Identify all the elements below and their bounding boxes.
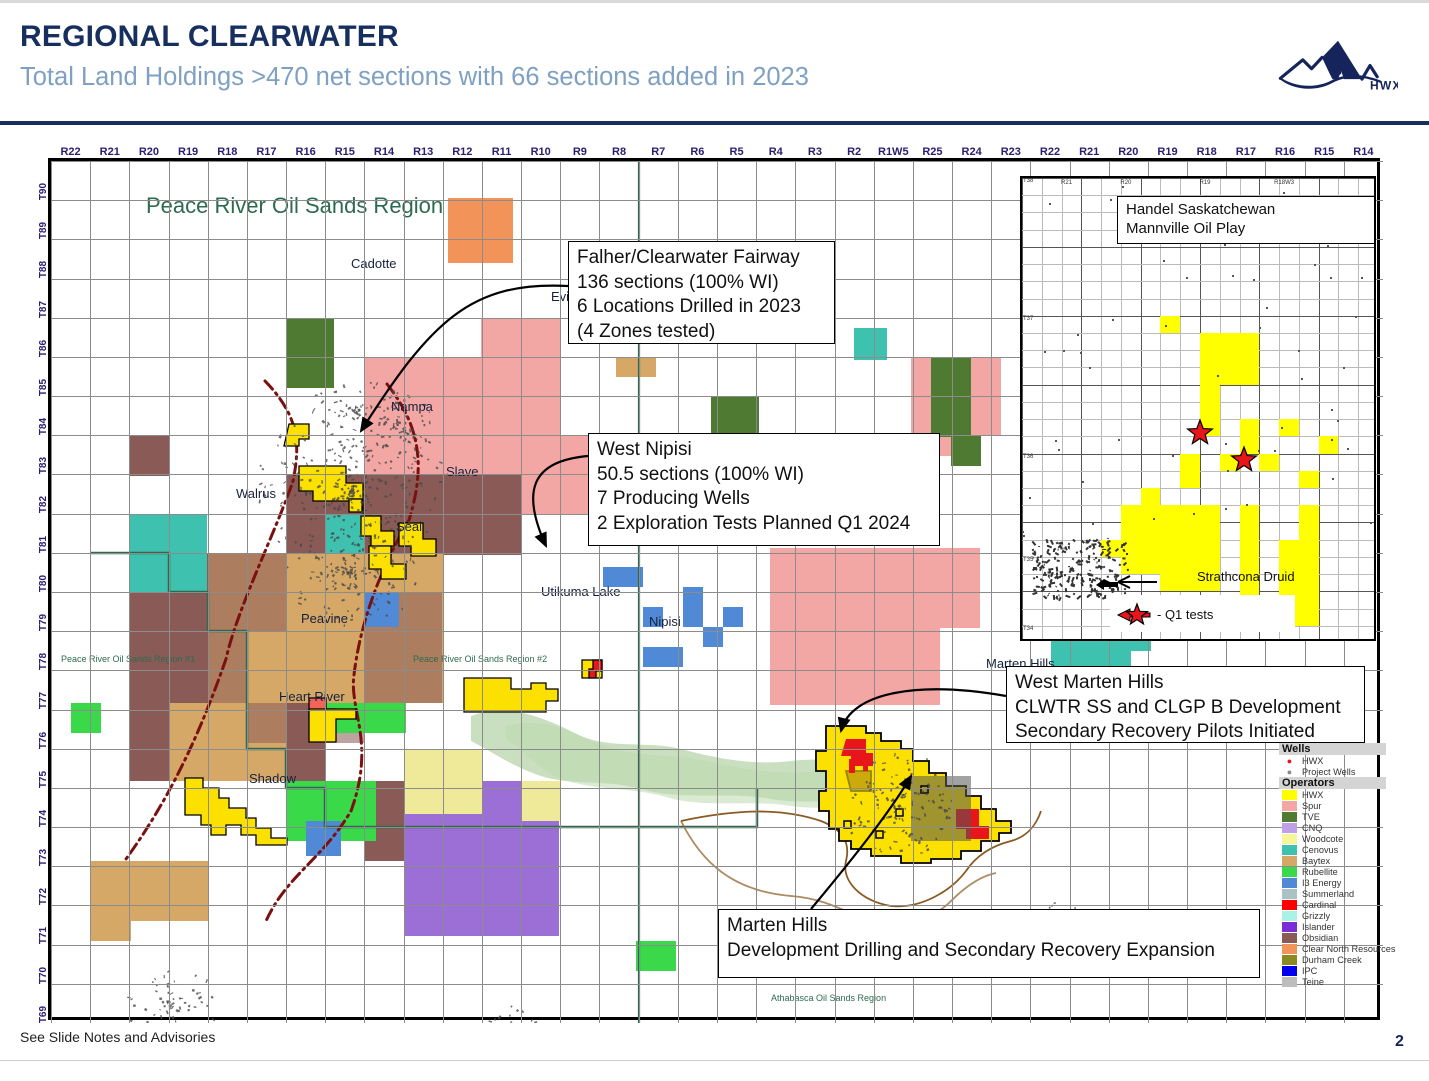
- svg-text:HWX: HWX: [1370, 79, 1398, 93]
